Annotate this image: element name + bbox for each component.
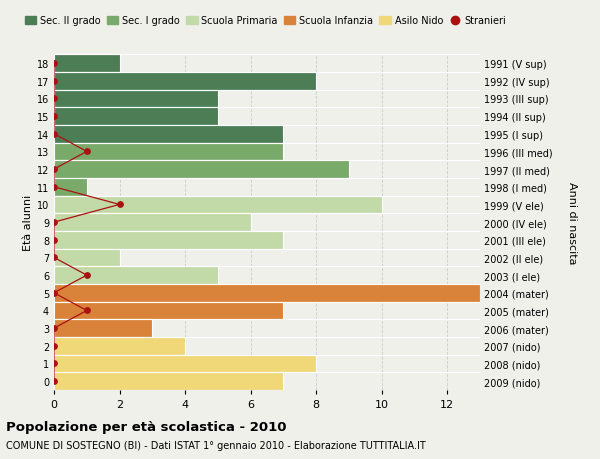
Bar [54,319,152,337]
Point [82,148,92,156]
Bar [54,214,251,231]
Bar [54,302,283,319]
Point [49,184,59,191]
Bar [54,55,119,73]
Point [49,166,59,174]
Bar [54,249,119,267]
Point [49,236,59,244]
Bar [54,126,283,143]
Bar [54,73,316,90]
Point [49,360,59,367]
Text: COMUNE DI SOSTEGNO (BI) - Dati ISTAT 1° gennaio 2010 - Elaborazione TUTTITALIA.I: COMUNE DI SOSTEGNO (BI) - Dati ISTAT 1° … [6,440,426,450]
Bar [54,231,283,249]
Bar [54,196,382,214]
Bar [54,267,218,284]
Bar [54,161,349,179]
Point [49,131,59,138]
Point [49,113,59,120]
Bar [54,90,218,108]
Y-axis label: Anni di nascita: Anni di nascita [566,181,577,264]
Point [49,325,59,332]
Y-axis label: Età alunni: Età alunni [23,195,32,251]
Point [115,202,124,209]
Point [49,219,59,226]
Legend: Sec. II grado, Sec. I grado, Scuola Primaria, Scuola Infanzia, Asilo Nido, Stran: Sec. II grado, Sec. I grado, Scuola Prim… [25,17,506,26]
Bar [54,179,87,196]
Bar [54,143,283,161]
Point [82,307,92,314]
Text: Popolazione per età scolastica - 2010: Popolazione per età scolastica - 2010 [6,420,287,433]
Point [49,95,59,103]
Bar [54,373,283,390]
Point [49,342,59,350]
Point [49,60,59,67]
Bar [54,284,480,302]
Point [82,272,92,279]
Bar [54,337,185,355]
Point [49,378,59,385]
Bar [54,355,316,373]
Bar [54,108,218,126]
Point [49,290,59,297]
Point [49,254,59,262]
Point [49,78,59,85]
